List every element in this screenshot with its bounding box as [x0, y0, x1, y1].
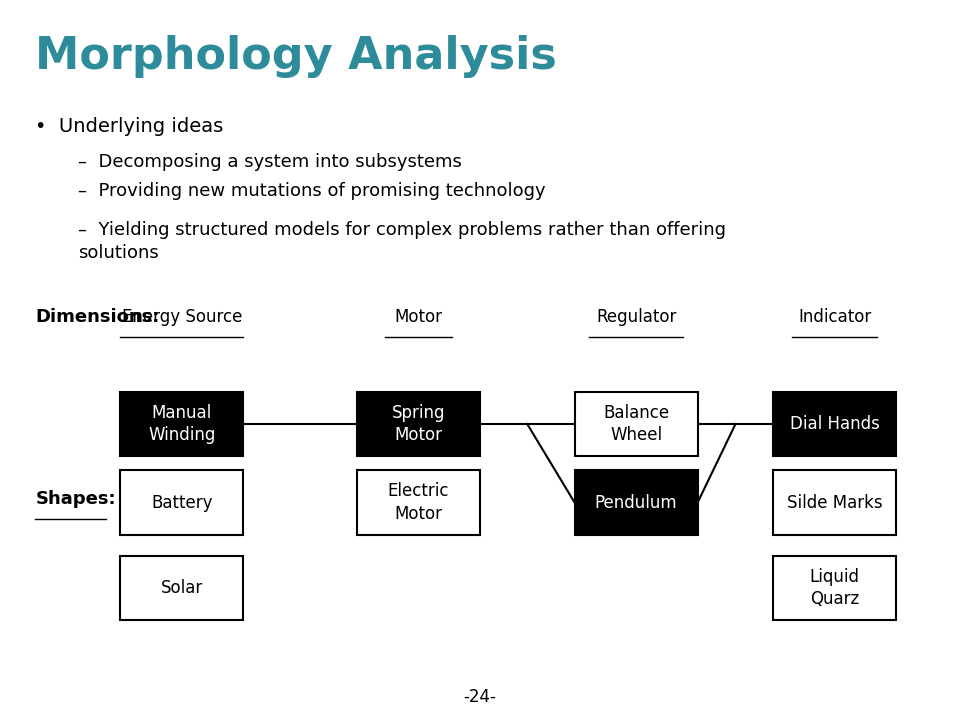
- Text: –  Providing new mutations of promising technology: – Providing new mutations of promising t…: [78, 182, 545, 200]
- Bar: [774, 392, 897, 457]
- Bar: [357, 470, 480, 534]
- Text: Dimensions:: Dimensions:: [36, 308, 159, 326]
- Text: Morphology Analysis: Morphology Analysis: [36, 36, 557, 79]
- Text: Energy Source: Energy Source: [122, 308, 242, 326]
- Text: Spring
Motor: Spring Motor: [392, 404, 445, 444]
- Bar: [774, 470, 897, 534]
- Bar: [120, 470, 244, 534]
- Text: •  Underlying ideas: • Underlying ideas: [36, 118, 224, 137]
- Text: –  Decomposing a system into subsystems: – Decomposing a system into subsystems: [78, 153, 462, 171]
- Text: Motor: Motor: [395, 308, 443, 326]
- Text: Shapes:: Shapes:: [36, 490, 116, 508]
- Text: Balance
Wheel: Balance Wheel: [603, 404, 669, 444]
- Text: Manual
Winding: Manual Winding: [148, 404, 216, 444]
- Text: Silde Marks: Silde Marks: [787, 494, 882, 512]
- Text: Pendulum: Pendulum: [595, 494, 678, 512]
- Text: –  Yielding structured models for complex problems rather than offering
solution: – Yielding structured models for complex…: [78, 221, 726, 262]
- Bar: [120, 392, 244, 457]
- Text: Dial Hands: Dial Hands: [790, 415, 879, 433]
- Text: Regulator: Regulator: [596, 308, 676, 326]
- Bar: [575, 470, 698, 534]
- Bar: [357, 392, 480, 457]
- Text: Battery: Battery: [152, 494, 213, 512]
- Text: Solar: Solar: [161, 579, 204, 597]
- Text: Liquid
Quarz: Liquid Quarz: [810, 568, 860, 608]
- Bar: [575, 392, 698, 457]
- Text: -24-: -24-: [464, 688, 496, 706]
- Bar: [120, 556, 244, 620]
- Text: Indicator: Indicator: [798, 308, 872, 326]
- Bar: [774, 556, 897, 620]
- Text: Electric
Motor: Electric Motor: [388, 483, 449, 523]
